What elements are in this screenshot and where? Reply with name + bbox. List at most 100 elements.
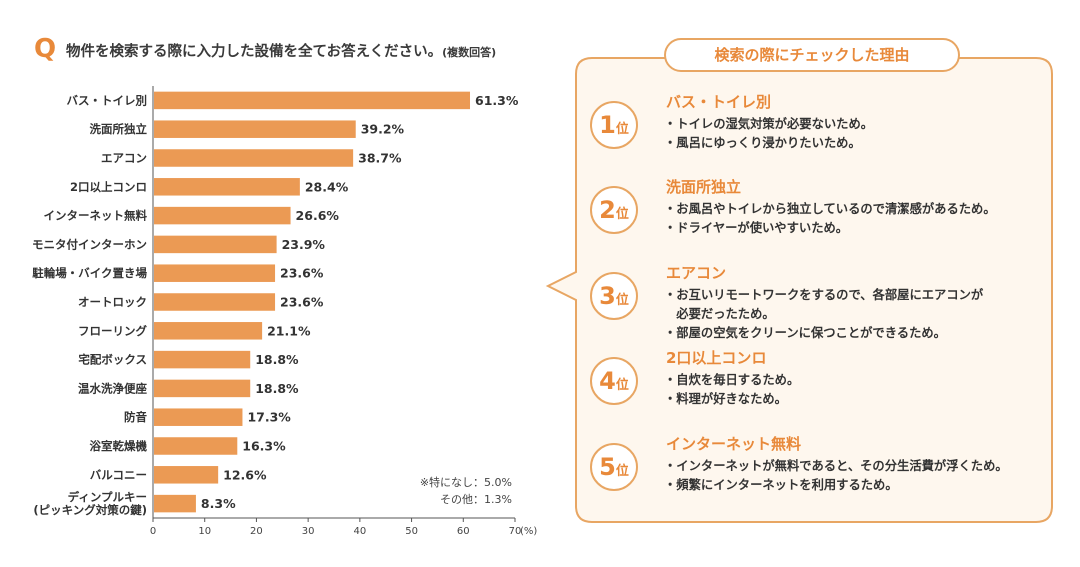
category-label: インターネット無料 [44,209,148,223]
reason-line: ・自炊を毎日するため。 [664,373,800,387]
bar-value-label: 17.3% [247,410,291,425]
category-label: 2口以上コンロ [70,180,147,194]
bar [154,149,354,167]
bar [154,293,276,311]
bar-value-label: 23.9% [282,237,326,252]
x-tick-label: 20 [250,526,263,537]
category-label: 温水洗浄便座 [78,381,147,395]
category-label: (ピッキング対策の鍵) [33,503,147,517]
rank-suffix: 位 [615,378,629,393]
category-label: フローリング [78,324,147,338]
bar [154,91,471,110]
bar [154,494,196,513]
category-label: 防音 [124,410,147,424]
rank-suffix: 位 [615,122,629,137]
bar [154,350,251,369]
rank-number: 2 [599,196,616,224]
rank-number: 4 [599,367,616,395]
reason-line: ・お互いリモートワークをするので、各部屋にエアコンが [664,288,984,302]
rank-number: 5 [599,453,616,481]
reason-line: ・ドライヤーが使いやすいため。 [664,221,849,235]
bar-value-label: 61.3% [475,93,519,108]
question-text: 物件を検索する際に入力した設備を全てお答えください。(複数回答) [66,40,496,61]
x-tick-label: 40 [353,526,366,537]
reason-lines: ・自炊を毎日するため。 ・料理が好きなため。 [664,371,799,409]
reason-lines: ・お風呂やトイレから独立しているので清潔感があるため。 ・ドライヤーが使いやすいた… [664,200,996,238]
rank-badge: 1位 [590,101,638,149]
rank-suffix: 位 [615,464,629,479]
reason-line: ・トイレの湿気対策が必要ないため。 [664,117,874,131]
x-tick-label: 10 [198,526,211,537]
category-label: 宅配ボックス [78,353,147,367]
bar-value-label: 21.1% [267,323,311,338]
category-label: 浴室乾燥機 [90,439,148,453]
rank-badge: 4位 [590,357,638,405]
panel-title: 検索の際にチェックした理由 [664,38,960,72]
bar-value-label: 18.8% [255,381,299,396]
category-label: モニタ付インターホン [32,237,147,251]
rank-number: 1 [599,111,616,139]
note-other: その他：1.3% [440,493,512,506]
bar [154,322,263,340]
multiple-answer-note: (複数回答) [442,46,497,59]
reason-lines: ・インターネットが無料であると、その分生活費が浮くため。 ・頻繁にインターネットを… [664,457,1008,495]
category-label: バス・トイレ別 [67,93,148,107]
bar [154,264,276,282]
bar [154,120,356,138]
bar-value-label: 39.2% [361,122,405,137]
reason-line: ・頻繁にインターネットを利用するため。 [664,478,898,492]
chart-notes: ※特になし：5.0% その他：1.3% [402,474,512,508]
note-none: ※特になし：5.0% [419,476,512,489]
bar [154,379,251,398]
category-label: エアコン [101,151,147,165]
reason-line: ・風呂にゆっくり浸かりたいため。 [664,136,861,150]
rank-badge: 2位 [590,186,638,234]
x-tick-label: 50 [405,526,418,537]
bar-value-label: 23.6% [280,295,324,310]
rank-suffix: 位 [615,207,629,222]
bar-value-label: 8.3% [201,496,236,511]
bar-value-label: 16.3% [242,439,286,454]
category-label: 洗面所独立 [90,122,148,136]
bar [154,206,291,225]
bar-value-label: 28.4% [305,179,349,194]
x-tick-label: 70 [509,526,522,537]
x-tick-label: 60 [457,526,470,537]
rank-number: 3 [599,282,616,310]
category-label: ディンプルキー [68,490,147,504]
bar [154,178,300,196]
x-unit-label: (%) [520,526,537,537]
category-label: バルコニー [90,468,147,482]
reason-lines: ・お互いリモートワークをするので、各部屋にエアコンが 必要だったため。・部屋の空… [664,286,983,343]
reason-line: ・部屋の空気をクリーンに保つことができるため。 [664,326,946,340]
rank-badge: 3位 [590,272,638,320]
question-mark: Q [34,34,57,64]
bar [154,466,219,484]
reason-title: インターネット無料 [666,435,802,453]
x-tick-label: 0 [150,526,156,537]
category-label: オートロック [78,295,147,309]
reason-title: 洗面所独立 [666,178,742,196]
reason-title: 2口以上コンロ [666,349,767,367]
rank-suffix: 位 [615,293,629,308]
bar-value-label: 18.8% [255,352,299,367]
bar-value-label: 12.6% [223,467,267,482]
x-tick-label: 30 [302,526,315,537]
reason-line: 必要だったため。 [664,307,775,321]
reason-title: エアコン [666,264,727,282]
bar-value-label: 38.7% [358,151,402,166]
bar [154,437,238,455]
reason-line: ・料理が好きなため。 [664,392,787,406]
question-label: 物件を検索する際に入力した設備を全てお答えください。 [66,44,443,60]
bar-value-label: 23.6% [280,266,324,281]
reason-line: ・インターネットが無料であると、その分生活費が浮くため。 [664,459,1008,473]
bar-value-label: 26.6% [296,208,340,223]
category-label: 駐輪場・バイク置き場 [32,266,147,280]
reason-lines: ・トイレの湿気対策が必要ないため。 ・風呂にゆっくり浸かりたいため。 [664,115,873,153]
bar [154,235,277,254]
reason-line: ・お風呂やトイレから独立しているので清潔感があるため。 [664,202,996,216]
reason-title: バス・トイレ別 [666,93,772,111]
bar [154,408,243,426]
rank-badge: 5位 [590,443,638,491]
